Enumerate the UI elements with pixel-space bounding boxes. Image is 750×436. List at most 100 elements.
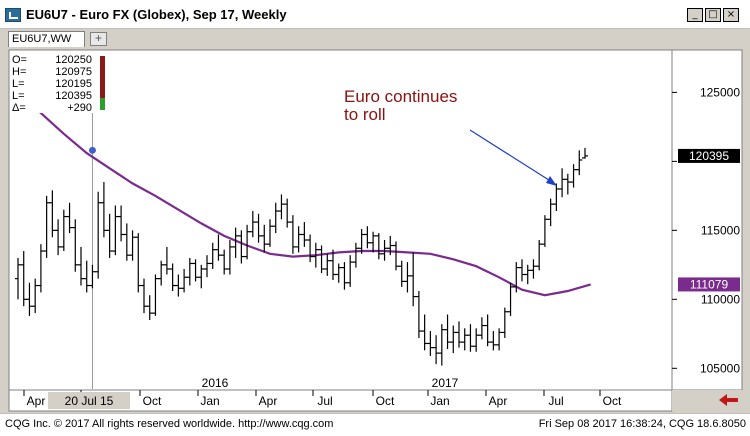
ohlc-bar [72, 219, 79, 272]
ohlc-bar [226, 240, 233, 275]
ohlc-bar [564, 173, 571, 195]
price-axis-ticks: 105000 110000 115000 125000 [672, 85, 740, 375]
ohlc-bar [559, 168, 566, 198]
maximize-button[interactable]: □ [705, 8, 721, 22]
ohlc-bar [387, 235, 394, 256]
ohlc-bar [381, 240, 388, 261]
ohlc-bar [461, 328, 468, 351]
ohlc-low-label: L= [12, 78, 25, 90]
ohlc-readout-bg [10, 51, 102, 113]
ohlc-bar [467, 324, 474, 352]
ohlc-bar [421, 314, 428, 351]
ohlc-low-value: 120195 [55, 78, 92, 90]
ohlc-bar [427, 331, 434, 356]
ohlc-bar [450, 325, 457, 354]
price-chart[interactable]: 105000 110000 115000 125000 Apr Jul Oct Jan Apr… [0, 48, 750, 413]
ohlc-bar [576, 150, 583, 176]
moving-average-layer [17, 91, 592, 297]
ohlc-bar [473, 328, 480, 352]
ohlc-bar [398, 260, 405, 287]
ohlc-bar [152, 274, 159, 316]
left-arrow-icon[interactable] [719, 394, 738, 406]
ohlc-bar [301, 222, 308, 247]
ohlc-bar [501, 307, 508, 338]
ohlc-bar [141, 278, 147, 314]
ohlc-bar [364, 226, 371, 249]
ohlc-bar [192, 259, 199, 282]
ohlc-bar [169, 263, 176, 292]
ohlc-bar [20, 251, 27, 307]
status-bar: CQG Inc. © 2017 All rights reserved worl… [0, 413, 750, 436]
ohlc-bar [352, 242, 359, 268]
ohlc-bar [55, 219, 62, 256]
ohlc-high-value: 120975 [55, 66, 92, 78]
ohlc-bar [158, 260, 165, 286]
time-tick-label: Jan [430, 394, 449, 408]
title-bar: EU6U7 - Euro FX (Globex), Sep 17, Weekly… [0, 0, 750, 29]
ohlc-readout: O= 120250 H= 120975 L= 120195 L= 120395 … [10, 51, 105, 114]
ohlc-bar [570, 164, 577, 188]
ohlc-bar [490, 331, 497, 351]
ohlc-bar [232, 227, 239, 258]
tab-eu6u7[interactable]: EU6U7,WW [8, 31, 85, 47]
time-tick-label: Oct [603, 394, 622, 408]
last-price-label-bg [678, 148, 740, 163]
arrow-head [546, 176, 557, 186]
annotation-line-2: to roll [344, 105, 386, 124]
ohlc-bar [255, 213, 262, 243]
ohlc-bar [478, 317, 485, 340]
ohlc-bar [347, 255, 354, 287]
ma-value: 111079 [690, 277, 729, 291]
ohlc-bar [78, 246, 84, 286]
ohlc-bar [404, 262, 411, 293]
ohlc-bar [43, 195, 50, 258]
last-price-value: 120395 [689, 149, 729, 163]
ohlc-bar [393, 241, 399, 271]
copyright-text: CQG Inc. © 2017 All rights reserved worl… [5, 418, 334, 430]
ohlc-bar [135, 233, 142, 293]
ohlc-bar [175, 274, 182, 297]
ohlc-bar [341, 262, 348, 290]
ohlc-bar [15, 257, 21, 300]
ohlc-bar [513, 262, 520, 293]
time-tick-label: Apr [27, 394, 46, 408]
ohlc-bar [66, 202, 73, 234]
plot-area[interactable] [8, 49, 673, 391]
ohlc-bar [330, 249, 336, 281]
ohlc-bar [215, 234, 222, 261]
ohlc-bar [524, 264, 531, 285]
ohlc-high-label: H= [12, 66, 26, 78]
time-tick-label: Oct [143, 394, 162, 408]
last-price-label: 120395 [678, 148, 740, 163]
add-tab-button[interactable]: + [90, 32, 107, 46]
cursor-time-text: 20 Jul 15 [65, 394, 114, 408]
annotation-line-1: Euro continues [344, 87, 457, 106]
ohlc-bar [198, 264, 205, 289]
price-tick-label: 105000 [700, 361, 740, 375]
ohlc-bar [60, 209, 67, 252]
price-tick-label: 110000 [701, 292, 740, 306]
time-tick-label: Apr [489, 394, 508, 408]
ohlc-bar [204, 255, 210, 278]
ohlc-bar [444, 314, 451, 349]
close-button[interactable]: × [723, 8, 739, 22]
price-tick-label: 125000 [700, 85, 740, 99]
timestamp-version-text: Fri Sep 08 2017 16:38:24, CQG 18.6.8050 [538, 418, 746, 430]
ohlc-bar [118, 205, 125, 242]
minimize-button[interactable]: _ [687, 8, 703, 22]
scroll-left-arrow[interactable] [719, 394, 738, 406]
ohlc-bar [49, 190, 56, 238]
ohlc-bar [238, 230, 245, 264]
price-axis-area[interactable] [671, 49, 743, 391]
ohlc-bar [410, 252, 417, 307]
ohlc-bar [284, 198, 291, 228]
cursor-time-label-bg [48, 392, 130, 409]
ohlc-bar [83, 260, 90, 293]
year-label: 2016 [202, 376, 229, 390]
ohlc-bar [95, 191, 102, 279]
ohlc-bar [129, 230, 136, 261]
ohlc-bar [209, 242, 216, 269]
annotation-arrow [469, 129, 557, 186]
ohlc-bar [112, 205, 119, 256]
ohlc-bar [536, 240, 543, 271]
